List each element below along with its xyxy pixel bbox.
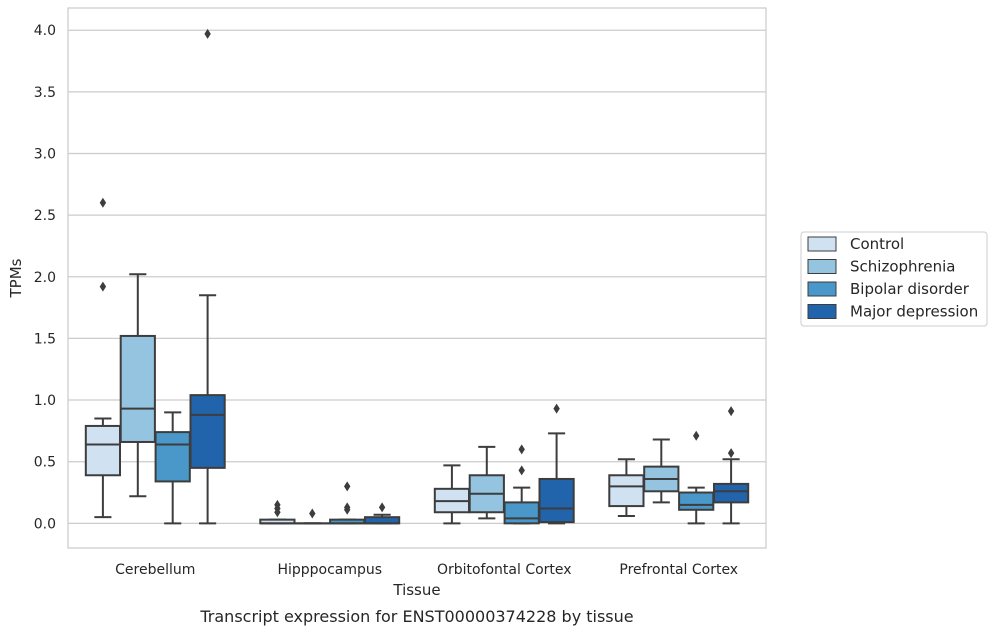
outlier-point bbox=[274, 507, 281, 518]
outlier-point bbox=[693, 430, 700, 441]
outlier-point bbox=[378, 502, 386, 513]
legend-label: Bipolar disorder bbox=[850, 280, 970, 298]
outlier-point bbox=[518, 465, 525, 476]
y-tick-label: 2.0 bbox=[34, 270, 56, 286]
outlier-point bbox=[99, 281, 107, 292]
box-body bbox=[503, 501, 540, 525]
box-bipolar-disorder bbox=[503, 444, 540, 525]
box-body bbox=[678, 491, 715, 511]
legend: Control Schizophrenia Bipolar disorder Majo… bbox=[800, 231, 988, 327]
box-control bbox=[433, 464, 471, 525]
x-tick-label: Cerebellum bbox=[115, 562, 195, 578]
box-body bbox=[154, 431, 191, 483]
box-body bbox=[84, 424, 122, 477]
box-control bbox=[84, 197, 122, 519]
x-tick-label: Hipppocampus bbox=[277, 562, 382, 578]
y-tick-label: 3.5 bbox=[34, 85, 56, 101]
outlier-point bbox=[344, 481, 351, 492]
y-tick-label: 0.5 bbox=[34, 455, 56, 471]
x-axis-label: Tissue bbox=[392, 581, 440, 599]
legend-frame bbox=[800, 231, 988, 327]
box-body bbox=[538, 477, 575, 524]
chart-caption: Transcript expression for ENST0000037422… bbox=[199, 607, 633, 626]
x-axis-ticks: Cerebellum Hipppocampus Orbitofontal Corte… bbox=[115, 562, 738, 578]
y-tick-label: 1.5 bbox=[34, 331, 56, 347]
box-schizophrenia bbox=[294, 508, 331, 525]
outlier-point bbox=[204, 28, 211, 39]
box-control bbox=[259, 499, 296, 525]
outlier-point bbox=[309, 508, 316, 519]
box-body bbox=[189, 394, 226, 469]
box-body bbox=[712, 482, 750, 504]
outlier-point bbox=[553, 403, 560, 414]
box-control bbox=[608, 458, 645, 517]
box-bipolar-disorder bbox=[678, 430, 715, 525]
y-tick-label: 1.0 bbox=[34, 393, 56, 409]
box-major-depression bbox=[363, 502, 401, 525]
y-tick-label: 2.5 bbox=[34, 208, 56, 224]
legend-label: Major depression bbox=[850, 303, 978, 321]
outlier-point bbox=[344, 504, 351, 515]
legend-swatch bbox=[807, 236, 837, 252]
outlier-point bbox=[727, 448, 735, 459]
box-schizophrenia bbox=[119, 273, 156, 498]
legend-label: Schizophrenia bbox=[850, 258, 955, 276]
box-body bbox=[119, 334, 156, 443]
legend-swatch bbox=[807, 304, 837, 319]
legend-label: Control bbox=[850, 235, 904, 253]
box-body bbox=[608, 474, 645, 508]
box-bipolar-disorder bbox=[329, 481, 366, 525]
box-major-depression bbox=[538, 403, 575, 525]
outlier-point bbox=[727, 406, 735, 417]
x-tick-label: Prefrontal Cortex bbox=[619, 562, 738, 578]
box-plot-area bbox=[84, 28, 750, 525]
box-major-depression bbox=[189, 28, 226, 525]
box-schizophrenia bbox=[643, 438, 680, 504]
x-tick-label: Orbitofontal Cortex bbox=[437, 562, 572, 578]
box-major-depression bbox=[712, 406, 750, 525]
y-tick-label: 0.0 bbox=[34, 516, 56, 532]
box-schizophrenia bbox=[468, 445, 505, 520]
box-bipolar-disorder bbox=[154, 411, 191, 525]
y-tick-label: 4.0 bbox=[34, 23, 56, 39]
plot-frame bbox=[67, 7, 767, 549]
legend-swatch bbox=[807, 281, 837, 297]
outlier-point bbox=[99, 197, 107, 208]
y-tick-label: 3.0 bbox=[34, 146, 56, 162]
outlier-point bbox=[518, 444, 525, 455]
y-axis-ticks: 0.0 0.5 1.0 1.5 2.0 2.5 3.0 3.5 4.0 bbox=[34, 23, 56, 532]
legend-swatch bbox=[807, 259, 837, 274]
y-axis-label: TPMs bbox=[7, 258, 25, 298]
